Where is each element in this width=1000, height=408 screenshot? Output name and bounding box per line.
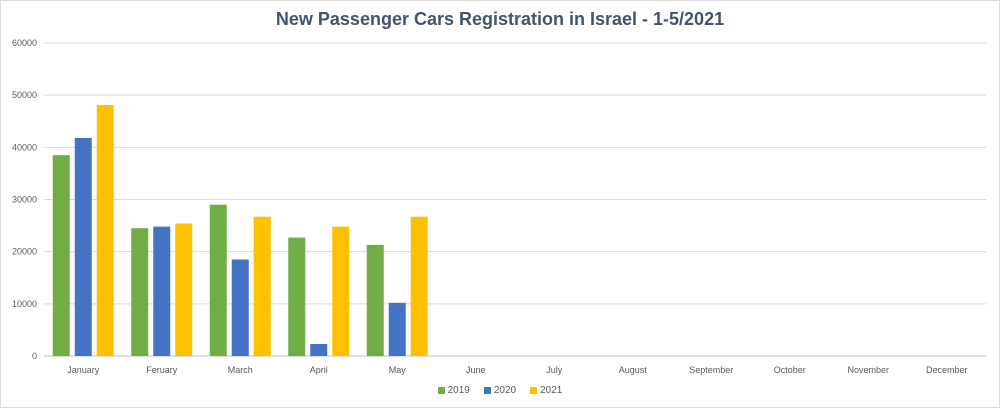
x-tick-label: April xyxy=(310,365,328,375)
x-tick-label: December xyxy=(926,365,968,375)
legend-label: 2019 xyxy=(447,385,470,396)
x-tick-label: July xyxy=(546,365,563,375)
legend-swatch xyxy=(483,387,491,394)
y-tick-label: 10000 xyxy=(12,299,37,309)
x-tick-label: March xyxy=(228,365,253,375)
y-tick-label: 60000 xyxy=(12,38,37,48)
legend-item-2020: 2020 xyxy=(483,385,517,396)
y-tick-label: 0 xyxy=(32,351,37,361)
legend-item-2021: 2021 xyxy=(530,385,562,396)
y-tick-label: 20000 xyxy=(12,247,37,257)
legend-swatch xyxy=(437,387,445,394)
bar-2021-april xyxy=(332,226,350,356)
chart-title: New Passenger Cars Registration in Israe… xyxy=(275,9,725,29)
bar-2020-may xyxy=(388,302,406,356)
bar-2019-may xyxy=(366,244,384,356)
x-tick-label: September xyxy=(689,365,733,375)
bar-2019-april xyxy=(288,237,306,356)
bar-2020-march xyxy=(231,259,249,356)
x-tick-label: May xyxy=(389,365,407,375)
x-tick-label: Feruary xyxy=(146,365,178,375)
legend-swatch xyxy=(530,387,538,394)
y-tick-label: 30000 xyxy=(12,195,37,205)
bar-2020-january xyxy=(74,137,92,356)
legend-item-2019: 2019 xyxy=(437,385,470,396)
bar-2021-march xyxy=(253,216,271,356)
x-tick-label: January xyxy=(67,365,100,375)
bar-2019-march xyxy=(209,204,227,356)
bar-2020-april xyxy=(310,344,328,356)
bar-2021-may xyxy=(410,216,428,356)
bar-2019-january xyxy=(52,155,70,356)
bar-2021-january xyxy=(96,105,114,356)
legend-label: 2021 xyxy=(540,385,563,396)
legend-label: 2020 xyxy=(493,385,517,396)
bar-2019-feruary xyxy=(131,228,149,356)
y-tick-label: 50000 xyxy=(12,90,37,100)
bar-2020-feruary xyxy=(153,226,171,356)
legend: 2019 2020 2021 xyxy=(0,385,1000,396)
x-tick-label: October xyxy=(774,365,806,375)
y-tick-label: 40000 xyxy=(12,142,37,152)
x-tick-label: November xyxy=(847,365,889,375)
x-tick-label: June xyxy=(466,365,486,375)
bar-2021-feruary xyxy=(175,223,193,356)
x-tick-label: August xyxy=(619,365,648,375)
